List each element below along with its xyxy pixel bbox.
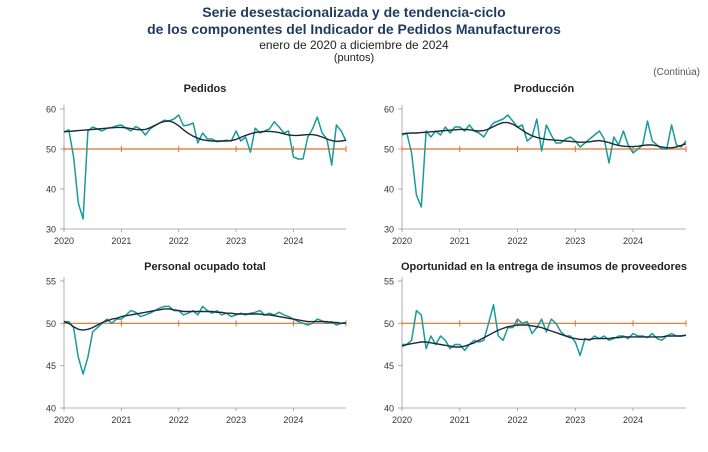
y-tick-label: 40	[384, 185, 394, 195]
chart-title-line-2: de los componentes del Indicador de Pedi…	[147, 21, 561, 37]
panel-title: Producción	[514, 83, 575, 95]
x-tick-label: 2023	[226, 415, 246, 425]
trend-cycle-line	[63, 308, 346, 331]
period-subtitle: enero de 2020 a diciembre de 2024	[259, 38, 449, 52]
y-tick-label: 40	[384, 404, 394, 414]
y-tick-label: 45	[46, 361, 56, 371]
panel-title: Pedidos	[184, 83, 227, 95]
x-tick-label: 2021	[450, 415, 470, 425]
x-tick-label: 2024	[623, 415, 643, 425]
x-tick-label: 2021	[111, 415, 131, 425]
y-tick-label: 55	[384, 277, 394, 287]
x-tick-label: 2024	[283, 415, 303, 425]
trend-cycle-line	[63, 120, 347, 143]
y-tick-label: 55	[46, 277, 56, 287]
continued-note: (Continúa)	[653, 67, 700, 78]
chart-panel-1: Pedidos 30 40 50 60 2020 2021 2022 2023 2024	[46, 83, 347, 246]
x-tick-label: 2022	[508, 236, 528, 246]
y-tick-label: 50	[46, 145, 56, 155]
y-tick-label: 50	[384, 145, 394, 155]
x-tick-label: 2020	[392, 415, 412, 425]
x-tick-label: 2024	[283, 236, 303, 246]
x-tick-label: 2021	[111, 236, 131, 246]
y-tick-label: 30	[384, 225, 394, 235]
panel-title: Personal ocupado total	[144, 261, 266, 273]
y-tick-label: 50	[46, 319, 56, 329]
y-tick-label: 60	[46, 105, 56, 115]
trend-cycle-line	[401, 121, 687, 149]
chart-panel-4: Oportunidad en la entrega de insumos de …	[384, 261, 687, 425]
y-tick-label: 50	[384, 319, 394, 329]
y-tick-label: 60	[384, 105, 394, 115]
x-tick-label: 2023	[565, 415, 585, 425]
chart-title-line-1: Serie desestacionalizada y de tendencia-…	[202, 4, 506, 20]
x-tick-label: 2022	[169, 236, 189, 246]
chart-panel-3: Personal ocupado total 40 45 50 55 2020 2021 20…	[46, 261, 347, 425]
panel-title: Oportunidad en la entrega de insumos de …	[401, 261, 687, 273]
x-tick-label: 2024	[623, 236, 643, 246]
y-tick-label: 45	[384, 361, 394, 371]
y-tick-label: 40	[46, 404, 56, 414]
seasonally-adjusted-line	[64, 305, 347, 375]
y-tick-label: 30	[46, 225, 56, 235]
x-tick-label: 2022	[169, 415, 189, 425]
x-tick-label: 2022	[508, 415, 528, 425]
x-tick-label: 2021	[450, 236, 470, 246]
x-tick-label: 2023	[565, 236, 585, 246]
chart-panel-2: Producción 30 40 50 60 2020 2021 2022 2023 2024	[384, 83, 687, 246]
seasonally-adjusted-line	[401, 114, 687, 208]
trend-cycle-line	[401, 324, 687, 348]
x-tick-label: 2023	[226, 236, 246, 246]
x-tick-label: 2020	[54, 236, 74, 246]
seasonally-adjusted-line	[402, 303, 687, 357]
x-tick-label: 2020	[392, 236, 412, 246]
units-subtitle: (puntos)	[333, 52, 375, 64]
x-tick-label: 2020	[54, 415, 74, 425]
y-tick-label: 40	[46, 185, 56, 195]
seasonally-adjusted-line	[63, 114, 347, 220]
